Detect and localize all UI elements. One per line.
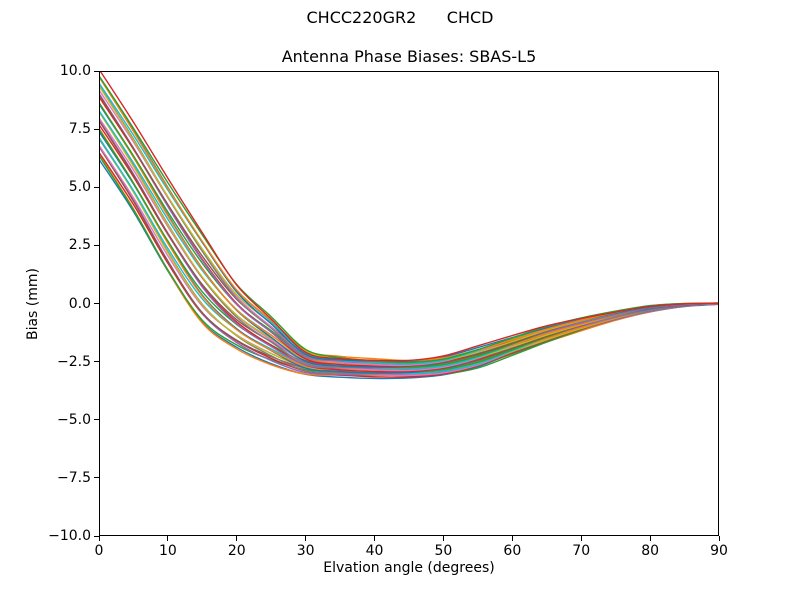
x-tick-mark [442,536,444,541]
x-tick-mark [649,536,651,541]
y-tick-mark [94,186,99,188]
bias-curve [99,75,719,364]
x-tick-label: 20 [227,543,246,559]
y-tick-mark [94,477,99,479]
axes-title: Antenna Phase Biases: SBAS-L5 [281,47,537,66]
figure-suptitle: CHCC220GR2 CHCD [306,8,494,27]
x-tick-mark [98,536,100,541]
x-tick-label: 70 [572,543,591,559]
x-tick-label: 50 [434,543,453,559]
y-tick-label: 0.0 [68,295,91,312]
x-tick-label: 0 [94,543,104,559]
x-tick-label: 90 [710,543,728,559]
y-tick-label: 10.0 [59,63,91,79]
y-tick-label: 7.5 [68,121,91,138]
y-tick-mark [94,303,99,304]
y-tick-label: −7.5 [57,469,91,486]
axes-frame [99,71,719,536]
x-tick-mark [236,536,238,541]
y-tick-label: −5.0 [57,411,91,428]
x-tick-label: 40 [365,543,384,559]
y-tick-mark [94,419,99,421]
phase-bias-curves-plot [99,71,719,380]
x-tick-label: 60 [503,543,522,559]
y-tick-label: −2.5 [57,353,91,370]
bias-curve [99,71,719,362]
x-tick-label: 10 [158,543,177,559]
y-tick-mark [94,128,99,130]
y-tick-mark [94,535,99,537]
y-tick-mark [94,361,99,363]
y-tick-mark [94,244,99,246]
x-tick-mark [167,536,169,541]
x-tick-mark [374,536,376,541]
y-tick-label: −10.0 [48,528,91,544]
x-axis-label: Elvation angle (degrees) [323,560,495,576]
y-tick-mark [94,70,99,72]
x-tick-label: 80 [641,543,660,559]
x-tick-label: 30 [296,543,315,559]
y-tick-label: 2.5 [68,237,91,254]
x-tick-mark [305,536,307,541]
y-tick-label: 5.0 [68,179,91,196]
x-tick-mark [580,536,582,541]
x-tick-mark [511,536,513,541]
x-tick-mark [718,536,720,541]
y-axis-label: Bias (mm) [25,267,41,341]
